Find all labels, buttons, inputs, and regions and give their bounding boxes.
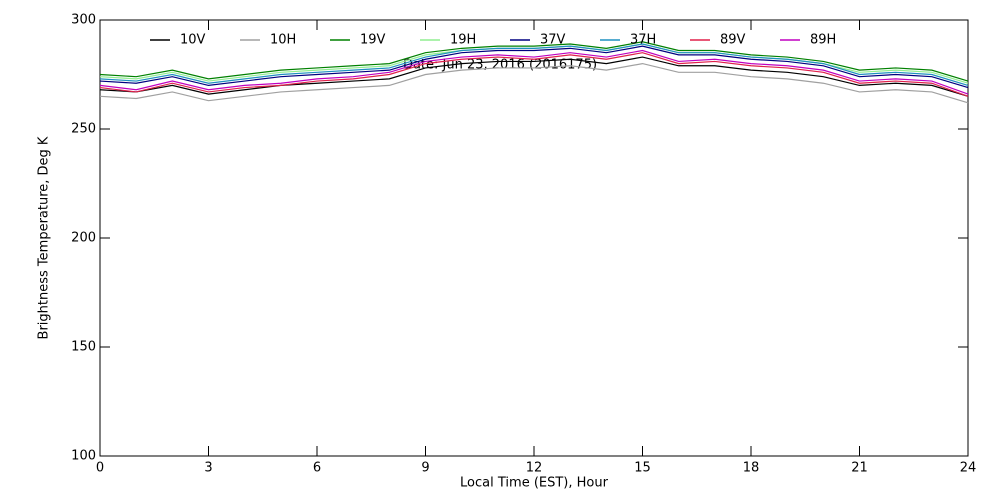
series-line [99, 41, 969, 82]
series-line [99, 62, 969, 104]
series-line [99, 45, 969, 89]
series-line [99, 49, 969, 95]
x-tick-label: 9 [421, 461, 429, 476]
x-tick-label: 18 [743, 461, 760, 476]
legend-label: 19V [360, 33, 386, 48]
y-tick-label: 100 [71, 449, 96, 464]
y-tick-label: 250 [71, 122, 96, 137]
x-tick-label: 0 [96, 461, 104, 476]
x-tick-label: 21 [851, 461, 868, 476]
x-tick-label: 15 [634, 461, 651, 476]
y-axis-label: Brightness Temperature, Deg K [37, 136, 52, 339]
x-tick-label: 24 [960, 461, 977, 476]
x-tick-label: 6 [313, 461, 321, 476]
legend-label: 19H [450, 33, 476, 48]
annotation: Date: Jun 23, 2016 (2016175) [403, 58, 597, 73]
x-axis-label: Local Time (EST), Hour [460, 476, 609, 491]
legend-label: 37H [630, 33, 656, 48]
series-line [99, 52, 969, 97]
plot-frame [99, 19, 969, 457]
y-tick-label: 300 [71, 13, 96, 28]
legend-label: 10H [270, 33, 296, 48]
legend-label: 10V [180, 33, 206, 48]
legend-label: 37V [540, 33, 566, 48]
series-line [99, 43, 969, 86]
series-line [99, 56, 969, 97]
x-tick-label: 3 [204, 461, 212, 476]
y-tick-label: 200 [71, 231, 96, 246]
y-tick-label: 150 [71, 340, 96, 355]
legend-label: 89H [810, 33, 836, 48]
x-tick-label: 12 [526, 461, 543, 476]
legend-label: 89V [720, 33, 746, 48]
